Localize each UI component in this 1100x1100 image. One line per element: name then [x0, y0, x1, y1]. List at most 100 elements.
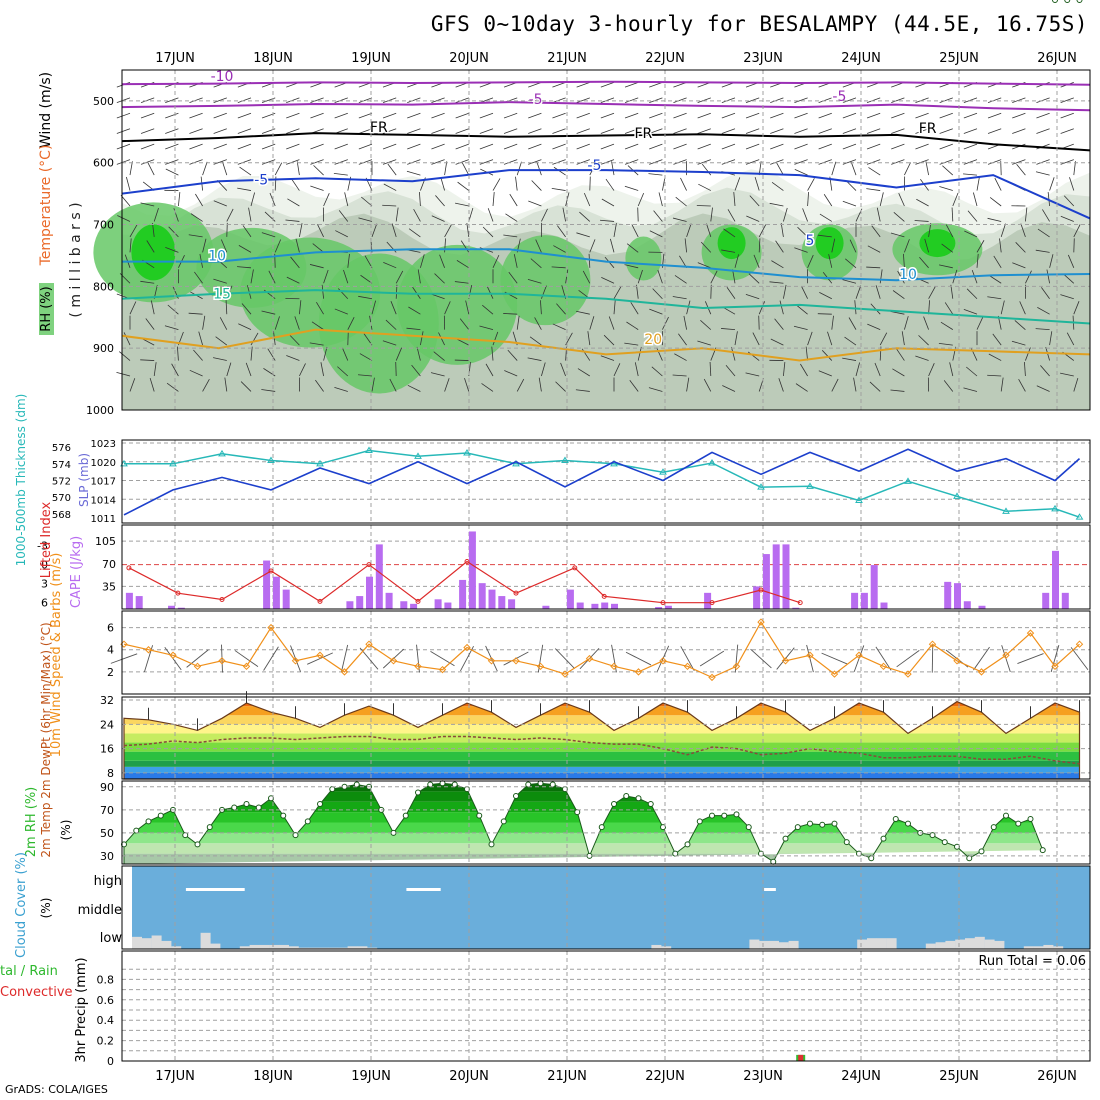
- wind-barb: [528, 112, 542, 119]
- wind-barb: [417, 269, 421, 284]
- wind-barb: [116, 128, 131, 134]
- wind-barb: [527, 279, 542, 284]
- wind-barb: [299, 300, 302, 315]
- wind-barb: [706, 223, 712, 238]
- wind-barb: [165, 97, 179, 103]
- wind-barb: [649, 97, 663, 103]
- wind-barb: [382, 648, 405, 669]
- wind-barb: [503, 313, 518, 315]
- lifted-index-marker: [268, 568, 274, 574]
- wind-barb: [202, 379, 210, 392]
- wind-barb: [637, 269, 643, 284]
- wind-barb: [769, 202, 784, 207]
- wind-barb: [334, 143, 348, 150]
- rh-marker: [145, 818, 152, 825]
- panel-cape-lifted: [122, 525, 1090, 609]
- wind-barb: [140, 128, 155, 134]
- wind-barb: [507, 349, 518, 361]
- wind-barb: [116, 143, 131, 150]
- wind-barb: [168, 226, 179, 238]
- wind-barb: [876, 207, 881, 222]
- wind-barb: [408, 306, 421, 315]
- wind-barb: [576, 81, 590, 88]
- wind-barb: [963, 128, 978, 134]
- wind-barb: [286, 276, 300, 284]
- cloud-low-bar: [318, 947, 329, 949]
- wind-barb: [727, 209, 736, 222]
- wind-barb: [1036, 112, 1050, 119]
- wind-speed-marker: [855, 651, 863, 659]
- y-tick-label-cloud: high: [94, 874, 122, 889]
- axis-label-wind10: 10m Wind Speed & Barbs (m/s): [49, 553, 64, 758]
- wind-barb: [915, 159, 929, 165]
- wind-barb: [890, 311, 905, 315]
- cloud-low-bar: [151, 935, 162, 949]
- wind-barb: [613, 223, 617, 237]
- rh-marker: [598, 824, 605, 831]
- wind-barb: [940, 321, 954, 330]
- wind-barb: [383, 261, 397, 269]
- wind-barb: [699, 650, 725, 667]
- wind-barb: [779, 300, 784, 315]
- wind-barb: [794, 143, 808, 150]
- rh-marker: [647, 801, 654, 808]
- wind-barb: [576, 97, 590, 103]
- y-tick-label-thickness: 576: [52, 443, 71, 454]
- wind-barb: [395, 347, 403, 361]
- cloud-low-bar: [769, 940, 779, 949]
- x-tick-label-bottom: 18JUN: [253, 1069, 293, 1084]
- temperature-band: [124, 724, 1080, 734]
- wind-barb: [842, 279, 857, 284]
- temperature-band: [124, 760, 1080, 767]
- y-tick-label-wind: 6: [107, 622, 114, 635]
- wind-barb: [802, 208, 808, 222]
- wind-speed-marker: [414, 662, 422, 671]
- wind-barb: [987, 97, 1002, 103]
- wind-barb: [541, 208, 548, 222]
- axis-label-precip: 3hr Precip (mm): [74, 957, 89, 1062]
- wind-barb: [898, 193, 905, 207]
- rh-marker: [500, 818, 507, 825]
- rh-moist-area: [397, 244, 518, 365]
- wind-barb: [552, 323, 566, 331]
- rh-marker: [194, 841, 201, 848]
- rh-marker: [807, 820, 813, 827]
- wind-barb: [656, 645, 670, 672]
- wind-barb: [754, 177, 760, 191]
- cloud-high-mark: [406, 888, 441, 891]
- wind-barb: [624, 143, 639, 150]
- wind-barb: [125, 176, 131, 191]
- wind-barb: [753, 254, 760, 268]
- cloud-low-bar: [749, 939, 760, 949]
- wind-barb: [420, 254, 425, 268]
- y-tick-label-cape: 70: [102, 558, 116, 571]
- wind-barb: [361, 196, 373, 207]
- rh-marker: [721, 812, 728, 819]
- wind-barb: [165, 159, 179, 165]
- wind-barb: [842, 97, 857, 103]
- wind-barb: [461, 162, 470, 176]
- cloud-low-bar: [759, 940, 770, 949]
- wind-barb: [748, 273, 760, 284]
- cloud-low-bar: [141, 938, 152, 949]
- wind-barb: [776, 647, 795, 670]
- cape-bar: [954, 583, 961, 609]
- wind-barb: [237, 97, 252, 103]
- cape-bar: [611, 603, 618, 609]
- wind-barb: [871, 225, 881, 238]
- panel-cloud: [132, 866, 1090, 949]
- wind-barb: [408, 228, 421, 238]
- wind-barb: [637, 192, 645, 207]
- wind-barb: [653, 210, 663, 222]
- wind-barb: [673, 112, 687, 119]
- y-tick-label-thickness: 572: [52, 477, 71, 488]
- wind-barb: [576, 232, 590, 238]
- cloud-low-bar: [965, 938, 975, 949]
- cape-bar: [488, 589, 496, 609]
- wind-barb: [1024, 362, 1026, 377]
- thickness-marker: [708, 459, 716, 466]
- wind-barb: [464, 378, 470, 392]
- wind-barb: [250, 346, 253, 361]
- thickness-marker: [1075, 513, 1084, 520]
- wind-barb: [226, 285, 233, 299]
